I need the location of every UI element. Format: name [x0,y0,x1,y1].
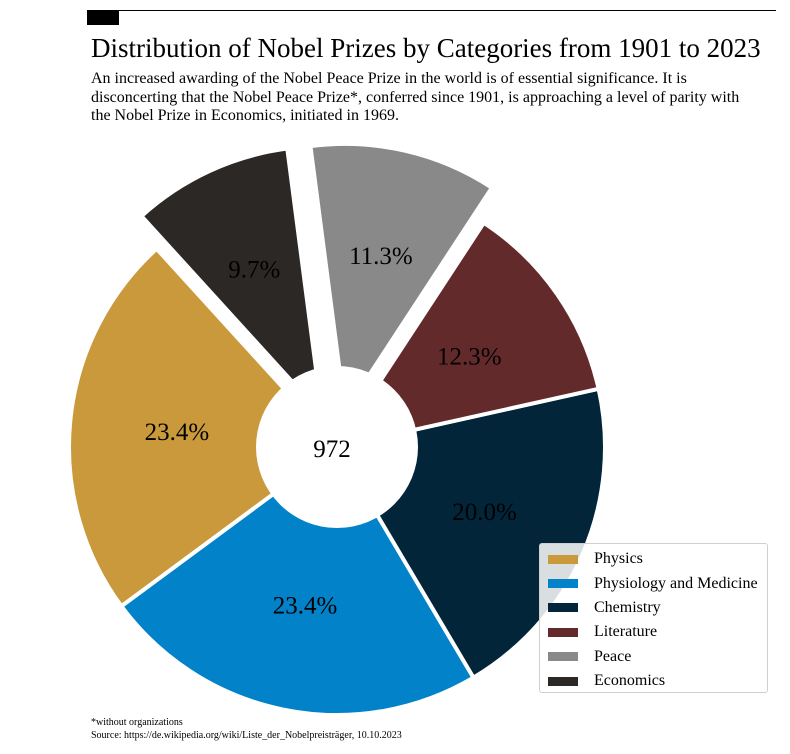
legend-label: Literature [594,623,658,641]
legend-swatch [548,676,578,686]
chart-title: Distribution of Nobel Prizes by Categori… [91,33,761,63]
slice-value-label: 9.7% [228,256,280,283]
legend: Physics Physiology and Medicine Chemistr… [539,543,768,693]
center-total-label: 972 [313,436,351,463]
pie-slices [67,141,607,717]
pie-slice-peace [308,141,494,414]
pie-slice-economics [139,146,324,417]
legend-item-economics: Economics [548,669,767,693]
pie-slice-physiology-and-medicine [119,445,476,717]
top-accent-block [87,11,119,25]
legend-label: Peace [594,647,632,665]
legend-item-physics: Physics [548,547,767,571]
slice-value-label: 20.0% [452,499,517,526]
pie-slice-physics [67,246,339,609]
footnote-block: *without organizations Source: https://d… [91,716,402,742]
legend-label: Chemistry [594,598,661,616]
legend-item-chemistry: Chemistry [548,596,767,620]
legend-swatch [548,554,578,564]
legend-swatch [548,627,578,637]
legend-label: Physiology and Medicine [594,574,758,592]
legend-item-physiology-medicine: Physiology and Medicine [548,571,767,595]
legend-item-literature: Literature [548,620,767,644]
slice-value-label: 23.4% [273,593,338,620]
slice-labels: 23.4% 23.4% 20.0% 12.3% 11.3% 9.7% [145,243,517,619]
legend-item-peace: Peace [548,645,767,669]
chart-subtitle: An increased awarding of the Nobel Peace… [91,70,740,124]
legend-swatch [548,652,578,662]
legend-swatch [548,579,578,589]
legend-swatch [548,603,578,613]
legend-label: Economics [594,672,666,690]
footnote-text: *without organizations [91,717,183,728]
slice-value-label: 12.3% [437,344,502,371]
donut-hole [256,366,418,528]
source-text: Source: https://de.wikipedia.org/wiki/Li… [91,730,402,741]
pie-slice-literature [335,220,601,449]
slice-value-label: 11.3% [349,243,413,270]
top-rule [87,10,776,11]
legend-label: Physics [594,550,643,568]
slice-value-label: 23.4% [145,419,210,446]
